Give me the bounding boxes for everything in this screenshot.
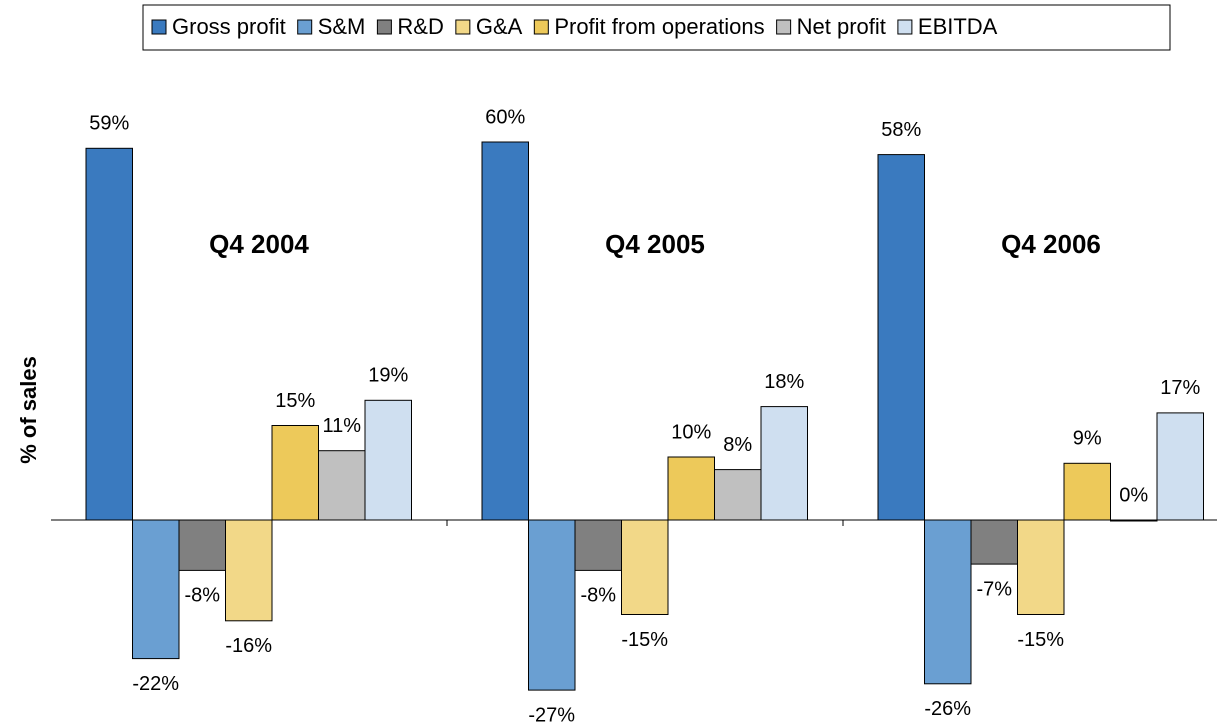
legend-label: S&M <box>318 14 366 39</box>
bar <box>574 519 622 571</box>
legend-swatch <box>455 19 471 35</box>
legend-swatch <box>897 19 913 35</box>
bar <box>178 519 226 571</box>
bar <box>364 399 412 521</box>
data-label: -22% <box>132 673 179 695</box>
bar <box>1156 412 1204 521</box>
data-label: -15% <box>621 629 668 651</box>
data-label: 18% <box>764 371 804 393</box>
data-label: -7% <box>976 578 1012 600</box>
legend-label: Profit from operations <box>554 14 764 39</box>
legend-swatch <box>376 19 392 35</box>
category-label: Q4 2006 <box>1001 229 1101 259</box>
bar <box>132 519 180 660</box>
legend-swatch <box>151 19 167 35</box>
bar <box>924 519 972 685</box>
bar <box>760 406 808 521</box>
data-label: 59% <box>89 113 129 135</box>
bar <box>271 425 319 521</box>
legend-label: Gross profit <box>172 14 286 39</box>
bar <box>970 519 1018 565</box>
data-label: -15% <box>1017 629 1064 651</box>
data-label: -8% <box>580 585 616 607</box>
category-label: Q4 2005 <box>605 229 705 259</box>
data-label: 19% <box>368 365 408 387</box>
y-axis-label: % of sales <box>16 356 41 464</box>
data-label: 9% <box>1073 428 1102 450</box>
data-label: -8% <box>184 585 220 607</box>
data-label: 15% <box>275 390 315 412</box>
legend-label: G&A <box>476 14 523 39</box>
legend-box <box>142 4 1171 51</box>
legend-swatch <box>297 19 313 35</box>
bar <box>877 154 925 521</box>
bar <box>85 147 133 521</box>
data-label: -26% <box>924 698 971 720</box>
bar <box>1017 519 1065 615</box>
data-label: -27% <box>528 704 575 726</box>
bar <box>714 469 762 521</box>
bar <box>1063 462 1111 521</box>
data-label: 11% <box>322 415 361 437</box>
legend-swatch <box>776 19 792 35</box>
legend-swatch <box>533 19 549 35</box>
legend-label: R&D <box>397 14 443 39</box>
bar <box>667 456 715 521</box>
bar <box>225 519 273 622</box>
category-label: Q4 2004 <box>209 229 309 259</box>
data-label: -16% <box>225 635 272 657</box>
legend-label: Net profit <box>797 14 886 39</box>
bar <box>318 450 366 521</box>
data-label: 8% <box>723 434 752 456</box>
data-label: 58% <box>881 119 921 141</box>
data-label: 0% <box>1119 484 1148 506</box>
bar <box>528 519 576 691</box>
bar <box>481 141 529 521</box>
data-label: 17% <box>1160 377 1200 399</box>
data-label: 10% <box>671 421 711 443</box>
legend-label: EBITDA <box>918 14 998 39</box>
bar <box>621 519 669 615</box>
data-label: 60% <box>485 106 525 128</box>
